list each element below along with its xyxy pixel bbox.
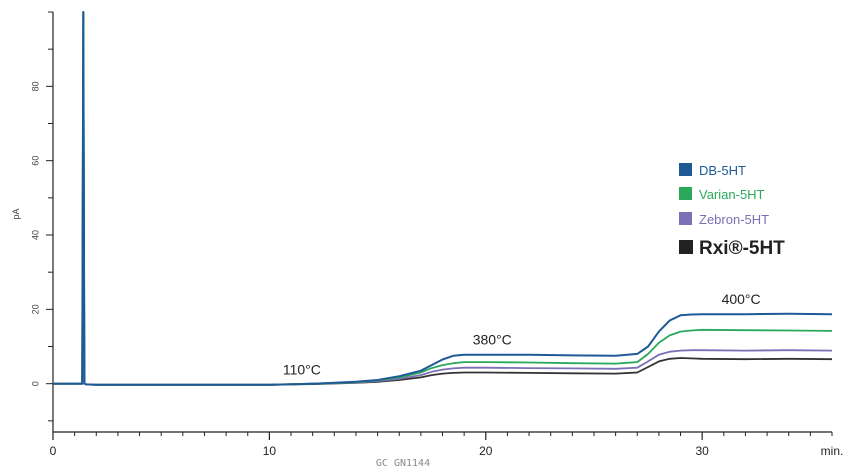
y-tick-label: 0 bbox=[30, 381, 40, 386]
series-line-db-5ht bbox=[53, 11, 833, 386]
legend-label-zebron-5ht: Zebron-5HT bbox=[699, 212, 769, 227]
x-minor-ticks bbox=[74, 432, 833, 436]
x-axis-unit-label: min. bbox=[821, 444, 844, 458]
y-tick-label: 40 bbox=[30, 230, 40, 240]
x-tick-label: 10 bbox=[263, 444, 277, 458]
legend-swatch-db-5ht bbox=[679, 163, 692, 176]
legend-swatch-zebron-5ht bbox=[679, 212, 692, 225]
legend-swatch-rxi-5ht bbox=[679, 240, 693, 254]
legend: DB-5HT Varian-5HT Zebron-5HT Rxi®-5HT bbox=[679, 163, 785, 259]
footer-code: GC GN1144 bbox=[376, 458, 430, 469]
x-tick-label: 20 bbox=[479, 444, 493, 458]
y-axis-label: pA bbox=[11, 208, 21, 219]
series-line-zebron-5ht bbox=[53, 282, 833, 386]
series-lines bbox=[53, 11, 833, 386]
y-tick-label: 20 bbox=[30, 304, 40, 314]
annotations: 110°C 380°C 400°C bbox=[283, 291, 761, 378]
y-tick-label: 80 bbox=[30, 81, 40, 91]
x-ticks: 0 10 20 30 bbox=[50, 432, 709, 458]
x-tick-label: 0 bbox=[50, 444, 57, 458]
x-tick-label: 30 bbox=[695, 444, 709, 458]
legend-label-varian-5ht: Varian-5HT bbox=[699, 187, 765, 202]
y-tick-label: 60 bbox=[30, 156, 40, 166]
temperature-annotation: 400°C bbox=[722, 291, 761, 307]
legend-swatch-varian-5ht bbox=[679, 187, 692, 200]
temperature-annotation: 380°C bbox=[473, 332, 512, 348]
legend-label-db-5ht: DB-5HT bbox=[699, 163, 746, 178]
temperature-annotation: 110°C bbox=[283, 361, 321, 377]
legend-label-rxi-5ht: Rxi®-5HT bbox=[699, 238, 785, 259]
y-ticks: 0 20 40 60 80 bbox=[30, 11, 53, 422]
